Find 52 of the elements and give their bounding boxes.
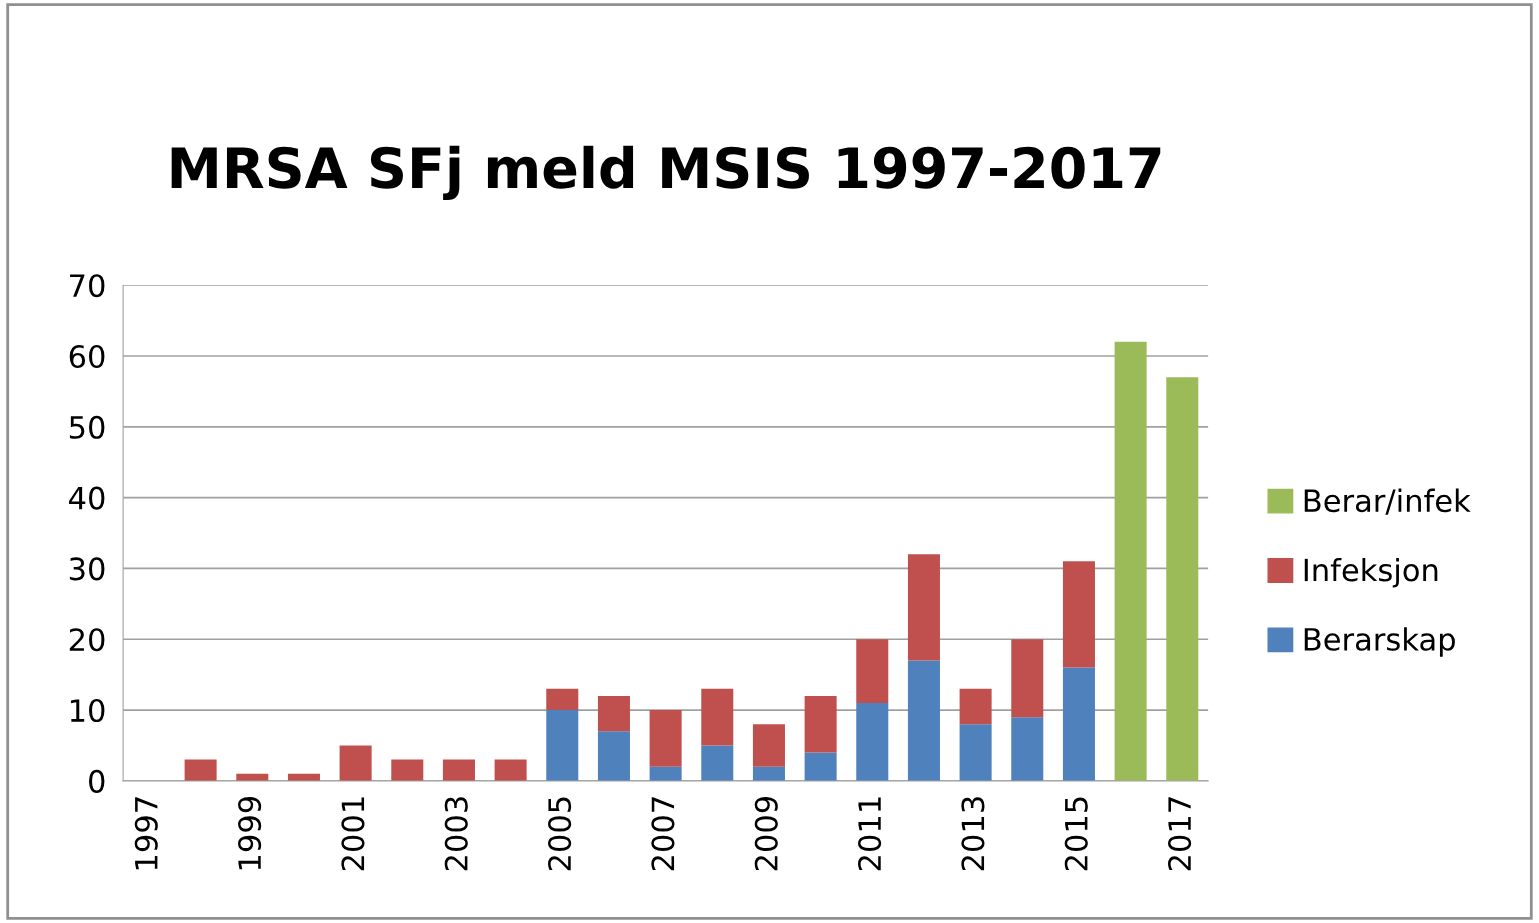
x-tick-label: 2017 (1168, 797, 1192, 871)
bar (856, 639, 889, 703)
x-tick-label: 2003 (444, 797, 468, 871)
bar (1114, 341, 1147, 781)
bar (649, 710, 682, 767)
bar (442, 759, 475, 781)
bar (546, 710, 579, 781)
bar (959, 724, 992, 781)
bar (907, 554, 940, 661)
bar (391, 759, 424, 781)
x-tick-label: 2007 (651, 797, 675, 871)
x-tick-label: 1999 (238, 796, 262, 870)
y-tick-label: 60 (69, 344, 105, 369)
y-tick-label: 30 (69, 557, 105, 581)
bar (752, 724, 785, 767)
y-tick-label: 40 (69, 486, 105, 510)
y-tick-label: 70 (70, 274, 105, 298)
bar (1011, 717, 1044, 781)
legend-label: Berarskap (1304, 627, 1455, 657)
bar (1166, 377, 1199, 781)
bar (1062, 561, 1095, 668)
bar (649, 766, 682, 781)
x-tick-label: 2009 (754, 796, 778, 871)
bar (752, 766, 785, 781)
x-tick-label: 1997 (134, 797, 158, 870)
bar (959, 688, 992, 725)
bar (184, 759, 217, 781)
bar (597, 731, 630, 781)
bar (907, 660, 940, 781)
legend-label: Berar/infek (1304, 488, 1471, 515)
bar (494, 759, 527, 781)
bar (1011, 639, 1044, 718)
x-tick-label: 2013 (961, 797, 985, 871)
y-tick-label: 10 (70, 698, 105, 723)
x-tick-label: 2015 (1064, 797, 1088, 871)
y-tick-label: 50 (69, 415, 105, 439)
y-tick-label: 0 (89, 769, 105, 793)
bar (339, 745, 372, 781)
bar (804, 752, 837, 781)
bar (597, 695, 630, 732)
chart-title: MRSA SFj meld MSIS 1997-2017 (171, 145, 1161, 200)
bar (546, 688, 579, 711)
bar (1062, 667, 1095, 781)
bar (701, 688, 734, 746)
bar (701, 745, 734, 781)
x-tick-label: 2011 (858, 797, 882, 871)
bar (804, 695, 837, 753)
x-tick-label: 2001 (341, 797, 365, 871)
legend-label: Infeksjon (1304, 557, 1438, 588)
y-tick-label: 20 (69, 628, 105, 652)
bar (856, 702, 889, 781)
x-tick-label: 2005 (548, 797, 572, 871)
